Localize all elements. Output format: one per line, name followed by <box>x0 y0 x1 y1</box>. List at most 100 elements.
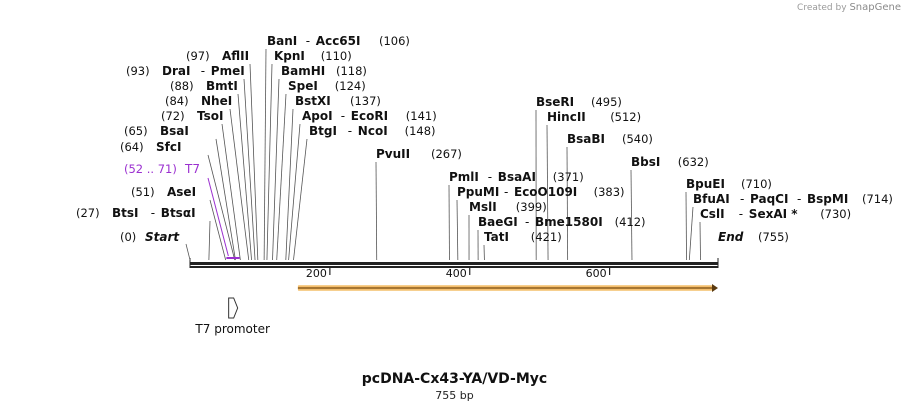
site-label: MslI (399) <box>469 200 547 214</box>
ruler: 200 400 600 <box>306 267 611 280</box>
site-label: (64) SfcI <box>120 140 181 154</box>
site-label: (51) AseI <box>131 185 196 199</box>
site-label: PpuMI - EcoO109I (383) <box>457 185 625 199</box>
dna-backbone: (0) Start End (755) <box>120 230 789 268</box>
site-label: BanI - Acc65I (106) <box>267 34 410 48</box>
site-enzyme: BbsI <box>631 155 660 169</box>
end-label: End <box>718 230 744 244</box>
site-enzyme: AseI <box>167 185 196 199</box>
t7-bar <box>226 257 240 259</box>
site-enzyme: BanI <box>267 34 297 48</box>
site-line <box>221 123 241 261</box>
site-separator: - <box>797 192 801 206</box>
backbone-bottom-strand <box>190 266 718 268</box>
site-line <box>630 169 633 261</box>
site-line <box>456 199 459 261</box>
site-enzyme: BtgI <box>309 124 337 138</box>
site-label: BsaBI (540) <box>567 132 653 146</box>
orf-arrowhead <box>712 284 718 292</box>
site-line <box>215 138 236 261</box>
site-enzyme: BamHI <box>281 64 325 78</box>
ruler-label: 600 <box>586 267 607 280</box>
t7-promoter: T7 promoter <box>194 297 270 336</box>
site-separator: - <box>201 64 205 78</box>
site-position: (148) <box>405 124 436 138</box>
site-position: (137) <box>350 94 381 108</box>
site-label: BfuAI - PaqCI - BspMI (714) <box>693 192 893 206</box>
site-position: (72) <box>161 109 185 123</box>
site-label: (88) BmtI <box>170 79 238 93</box>
site-enzyme: BsaI <box>160 124 189 138</box>
promoter-label: T7 promoter <box>194 322 270 336</box>
site-line <box>375 161 378 261</box>
site-separator: - <box>739 207 743 221</box>
site-position: (65) <box>124 124 148 138</box>
site-position: (141) <box>406 109 437 123</box>
site-position: (495) <box>591 95 622 109</box>
site-line <box>288 123 301 261</box>
site-line <box>263 48 267 261</box>
site-label: (97) AflII <box>186 49 249 63</box>
site-separator: - <box>488 170 492 184</box>
site-enzyme: PmeI <box>211 64 245 78</box>
site-line <box>285 108 294 261</box>
site-label: CslI - SexAI * (730) <box>700 207 851 221</box>
site-enzyme: BaeGI <box>478 215 518 229</box>
start-position: (0) <box>120 230 136 244</box>
site-enzyme: SexAI * <box>749 207 798 221</box>
site-label: (93) DraI - PmeI <box>126 64 245 78</box>
site-enzyme: BfuAI <box>693 192 730 206</box>
site-enzyme: BtsαI <box>161 206 196 220</box>
start-line <box>185 243 191 261</box>
credit-created-by: Created by <box>797 3 847 13</box>
site-position: (118) <box>336 64 367 78</box>
site-label: BtgI - NcoI (148) <box>309 124 436 138</box>
site-enzyme: Bme1580I <box>535 215 603 229</box>
site-enzyme: NheI <box>201 94 232 108</box>
site-enzyme: EcoO109I <box>514 185 577 199</box>
site-position: (124) <box>335 79 366 93</box>
site-label: BbsI (632) <box>631 155 709 169</box>
site-enzyme: AflII <box>222 49 249 63</box>
site-position: (399) <box>516 200 547 214</box>
site-enzyme: TatI <box>484 230 509 244</box>
ruler-label: 200 <box>306 267 327 280</box>
site-enzyme: BpuEI <box>686 177 725 191</box>
site-label: HincII (512) <box>547 110 641 124</box>
site-line <box>208 220 211 261</box>
site-label: (84) NheI <box>165 94 232 108</box>
site-label: (65) BsaI <box>124 124 189 138</box>
site-line <box>243 78 256 261</box>
site-line <box>276 93 287 261</box>
site-position: (540) <box>622 132 653 146</box>
site-enzyme: BsaAI <box>498 170 536 184</box>
site-position: (51) <box>131 185 155 199</box>
site-line <box>209 199 227 261</box>
map-length: 755 bp <box>435 389 474 402</box>
site-enzyme: BtsI <box>112 206 139 220</box>
promoter-arrow-icon <box>228 297 239 319</box>
site-labels: (27) BtsI - BtsαI(51) AseI(64) SfcI(65) BsaI(7… <box>76 34 893 244</box>
site-enzyme: BsaBI <box>567 132 605 146</box>
site-lines <box>207 48 701 261</box>
site-enzyme: SfcI <box>156 140 181 154</box>
site-position: (84) <box>165 94 189 108</box>
site-position: (383) <box>594 185 625 199</box>
site-line <box>685 191 687 261</box>
site-line <box>249 63 259 261</box>
site-line <box>546 124 549 261</box>
site-enzyme: BseRI <box>536 95 574 109</box>
site-position: (371) <box>553 170 584 184</box>
site-line <box>699 221 701 261</box>
site-enzyme: KpnI <box>274 49 305 63</box>
end-position: (755) <box>758 230 789 244</box>
site-enzyme: MslI <box>469 200 497 214</box>
site-enzyme: BspMI <box>807 192 848 206</box>
site-enzyme: SpeI <box>288 79 318 93</box>
site-position: (710) <box>741 177 772 191</box>
site-enzyme: EcoRI <box>351 109 388 123</box>
site-line <box>207 154 236 261</box>
t7-range: (52 .. 71) <box>124 162 177 176</box>
site-label: BstXI (137) <box>295 94 381 108</box>
